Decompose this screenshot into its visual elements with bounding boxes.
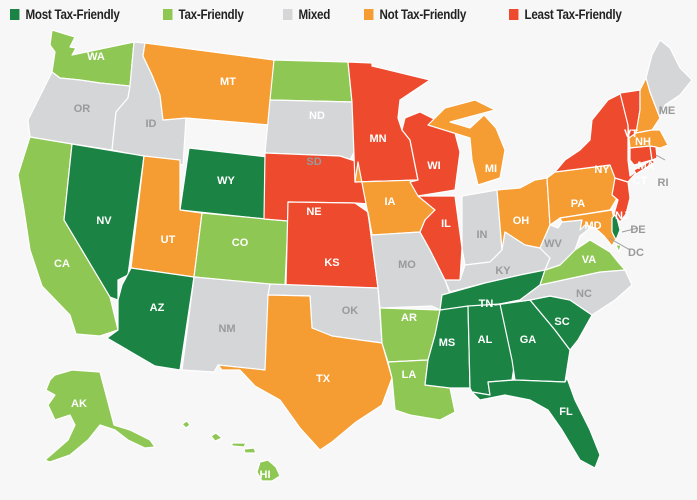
label-ND: ND — [309, 110, 325, 122]
label-MO: MO — [398, 259, 416, 271]
label-PA: PA — [571, 198, 586, 210]
label-NV: NV — [96, 215, 112, 227]
label-VT: VT — [624, 128, 638, 140]
label-MI: MI — [485, 163, 497, 175]
leader-DC — [608, 237, 631, 251]
label-RI: RI — [658, 177, 669, 189]
legend-label: Mixed — [298, 6, 331, 22]
map-legend: Most Tax-Friendly Tax-Friendly Mixed Not… — [10, 4, 665, 24]
state-HI-island-4 — [243, 447, 257, 454]
legend-label: Tax-Friendly — [178, 6, 244, 22]
label-IN: IN — [477, 229, 488, 241]
label-CA: CA — [54, 258, 70, 270]
label-IL: IL — [441, 218, 451, 230]
label-ME: ME — [659, 105, 676, 117]
label-ID: ID — [146, 118, 157, 130]
legend-swatch-most — [10, 8, 20, 20]
legend-swatch-not — [363, 8, 374, 20]
label-NH: NH — [635, 136, 651, 148]
label-MT: MT — [220, 76, 236, 88]
label-DC: DC — [628, 247, 644, 259]
label-NC: NC — [576, 288, 592, 300]
label-GA: GA — [520, 334, 537, 346]
legend-most-tax-friendly: Most Tax-Friendly — [10, 7, 120, 22]
label-CO: CO — [232, 237, 249, 249]
state-ME[interactable] — [645, 39, 693, 119]
state-TX[interactable] — [217, 294, 393, 451]
label-AL: AL — [478, 334, 493, 346]
label-HI: HI — [260, 469, 271, 481]
label-OH: OH — [513, 215, 530, 227]
label-NY: NY — [594, 164, 610, 176]
label-KY: KY — [495, 265, 511, 277]
leader-RI — [655, 154, 666, 161]
legend-swatch-mixed — [283, 8, 293, 20]
label-WI: WI — [427, 160, 440, 172]
label-NM: NM — [218, 323, 235, 335]
state-MI[interactable] — [427, 99, 506, 186]
legend-mixed: Mixed — [283, 7, 330, 22]
state-HI[interactable] — [256, 459, 281, 482]
state-HI-island-3 — [231, 442, 247, 448]
state-CO[interactable] — [193, 212, 289, 287]
state-WI[interactable] — [401, 111, 461, 197]
state-FL[interactable] — [471, 377, 601, 469]
label-MN: MN — [369, 133, 386, 145]
label-MD: MD — [584, 220, 601, 232]
label-VA: VA — [582, 254, 597, 266]
legend-label: Most Tax-Friendly — [25, 6, 120, 22]
label-UT: UT — [161, 234, 176, 246]
state-HI-island-1 — [181, 420, 191, 429]
label-AR: AR — [401, 312, 417, 324]
legend-tax-friendly: Tax-Friendly — [163, 7, 244, 22]
label-CT: CT — [633, 175, 648, 187]
state-MN[interactable] — [347, 61, 431, 183]
state-MT[interactable] — [142, 42, 275, 126]
state-WV[interactable] — [539, 219, 591, 271]
state-LI — [633, 159, 656, 175]
label-OK: OK — [342, 305, 359, 317]
state-AZ[interactable] — [106, 267, 195, 371]
label-IA: IA — [385, 196, 396, 208]
label-NE: NE — [306, 206, 321, 218]
label-NJ: NJ — [615, 210, 629, 222]
leader-DE — [621, 227, 639, 233]
label-SD: SD — [306, 156, 321, 168]
label-WA: WA — [87, 51, 105, 63]
label-AK: AK — [71, 398, 87, 410]
label-WY: WY — [217, 175, 235, 187]
label-MA: MA — [637, 160, 654, 172]
label-OR: OR — [74, 103, 91, 115]
state-HI-island-2 — [210, 432, 223, 442]
state-IN[interactable] — [461, 189, 503, 266]
label-AZ: AZ — [150, 302, 165, 314]
label-MS: MS — [439, 337, 456, 349]
state-DC[interactable] — [615, 244, 622, 253]
state-CT[interactable] — [629, 145, 653, 166]
label-SC: SC — [554, 316, 569, 328]
label-TN: TN — [479, 298, 494, 310]
label-TX: TX — [316, 373, 331, 385]
label-FL: FL — [559, 406, 573, 418]
label-LA: LA — [402, 369, 417, 381]
legend-least-tax-friendly: Least Tax-Friendly — [508, 6, 622, 22]
legend-swatch-friendly — [163, 8, 173, 20]
state-KS[interactable] — [285, 201, 379, 289]
label-KS: KS — [324, 257, 339, 269]
state-RI[interactable] — [649, 145, 658, 161]
state-NJ[interactable] — [611, 177, 631, 223]
label-WV: WV — [544, 238, 562, 250]
legend-label: Not Tax-Friendly — [379, 6, 466, 22]
state-ND[interactable] — [269, 59, 353, 103]
label-DE: DE — [630, 224, 645, 236]
legend-label: Least Tax-Friendly — [524, 6, 622, 22]
legend-swatch-least — [508, 8, 519, 20]
legend-not-tax-friendly: Not Tax-Friendly — [363, 6, 466, 22]
state-AK[interactable] — [44, 369, 156, 463]
